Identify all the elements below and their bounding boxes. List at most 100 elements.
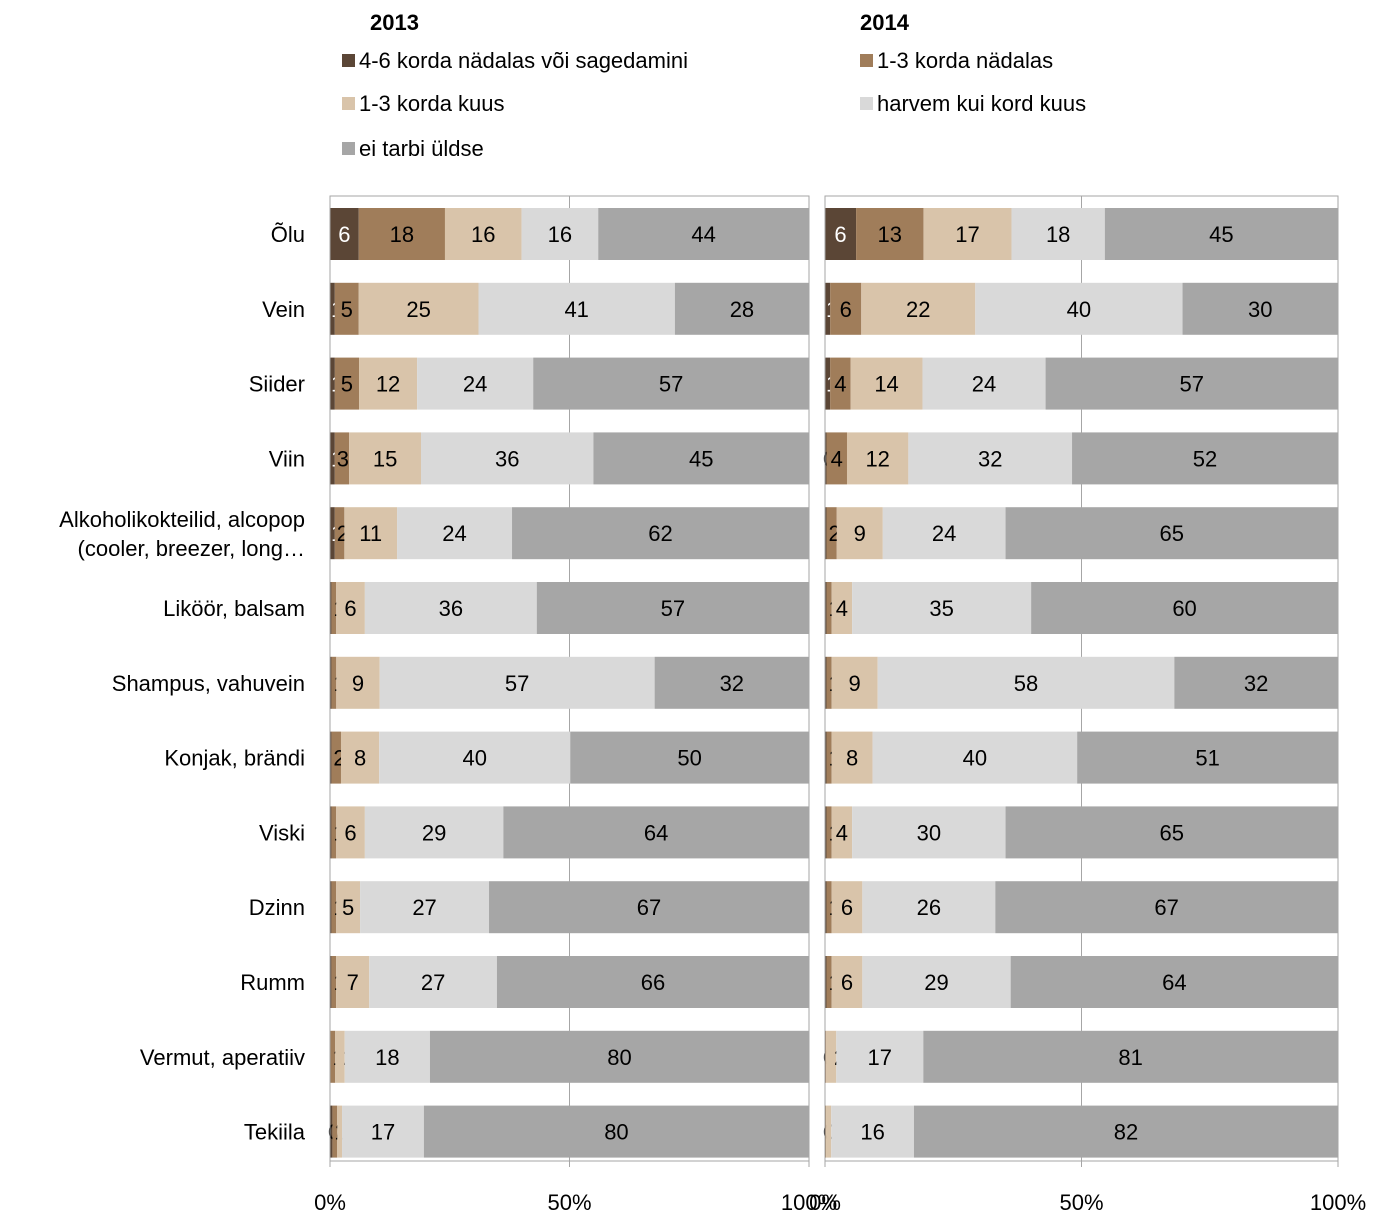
data-label-0-9-3: 27	[412, 895, 436, 920]
bar-0-3-4	[593, 432, 809, 485]
bar-0-7-2	[340, 731, 380, 784]
data-label-1-10-4: 64	[1162, 970, 1186, 995]
bar-0-10-3	[369, 956, 497, 1008]
bar-1-7-0	[825, 731, 827, 784]
bar-0-11-3	[344, 1030, 430, 1083]
data-label-1-12-3: 16	[860, 1120, 884, 1145]
data-label-1-1-4: 30	[1248, 297, 1272, 322]
bar-1-11-1	[825, 1030, 827, 1083]
x-tick-label-1-0: 0%	[809, 1190, 841, 1215]
data-label-0-9-2: 5	[342, 895, 354, 920]
legend-swatch-0	[342, 54, 355, 67]
data-label-1-3-3: 32	[978, 446, 1002, 471]
data-label-1-9-3: 26	[917, 895, 941, 920]
bar-1-5-3	[852, 582, 1032, 634]
bar-1-1-2	[861, 282, 976, 335]
bar-1-6-1	[826, 656, 832, 709]
panel-0: 6181616441525412815122457131536451211246…	[314, 195, 837, 1215]
bar-0-5-3	[364, 582, 537, 634]
legend-swatch-1	[860, 54, 873, 67]
legend-swatch-4	[342, 142, 355, 155]
bar-1-10-1	[826, 956, 832, 1008]
bar-1-2-2	[850, 357, 923, 410]
bar-0-9-2	[336, 881, 361, 934]
bar-1-6-0	[825, 656, 827, 709]
bar-1-11-3	[836, 1030, 924, 1083]
bar-1-8-0	[825, 806, 827, 859]
panel-titles: 2013 2014	[370, 10, 910, 35]
data-label-1-2-4: 57	[1180, 372, 1204, 397]
bar-0-4-0	[330, 507, 335, 560]
bar-1-2-4	[1045, 357, 1338, 410]
bar-0-10-0	[330, 956, 332, 1008]
data-label-1-2-1: 4	[834, 372, 846, 397]
data-label-1-6-3: 58	[1014, 671, 1038, 696]
bar-1-7-4	[1077, 731, 1338, 784]
bar-1-1-1	[830, 282, 862, 335]
data-label-0-11-4: 80	[607, 1045, 631, 1070]
data-label-0-10-2: 7	[347, 970, 359, 995]
bar-0-6-1	[331, 656, 337, 709]
data-label-0-0-1: 18	[390, 222, 414, 247]
bar-0-6-3	[379, 656, 655, 709]
bar-0-3-1	[334, 432, 350, 485]
bar-0-2-4	[533, 357, 809, 410]
panel-title-1: 2014	[860, 10, 910, 35]
bar-1-1-0	[825, 282, 831, 335]
category-label-6: Shampus, vahuvein	[112, 671, 305, 696]
bar-1-10-3	[862, 956, 1011, 1008]
data-label-1-1-1: 6	[840, 297, 852, 322]
legend-item-3: harvem kui kord kuus	[860, 91, 1086, 116]
bar-1-5-4	[1031, 582, 1338, 634]
legend: 4-6 korda nädalas või sagedamini 1-3 kord…	[342, 48, 1086, 161]
bar-1-6-2	[831, 656, 878, 709]
bar-1-5-1	[826, 582, 832, 634]
data-label-0-5-4: 57	[661, 596, 685, 621]
bar-0-8-4	[503, 806, 809, 859]
data-label-0-7-2: 8	[354, 746, 366, 771]
data-label-0-8-3: 29	[422, 820, 446, 845]
bar-1-12-3	[831, 1105, 914, 1158]
data-label-1-4-2: 9	[854, 521, 866, 546]
data-label-0-8-2: 6	[344, 820, 356, 845]
bar-0-8-1	[331, 806, 337, 859]
legend-label-3: harvem kui kord kuus	[877, 91, 1086, 116]
data-label-0-6-4: 32	[720, 671, 744, 696]
data-label-0-4-4: 62	[648, 521, 672, 546]
bar-0-7-0	[330, 731, 332, 784]
data-label-1-9-4: 67	[1154, 895, 1178, 920]
bar-0-6-4	[654, 656, 809, 709]
bar-1-3-1	[826, 432, 847, 485]
data-label-0-0-4: 44	[691, 222, 715, 247]
data-label-1-6-4: 32	[1244, 671, 1268, 696]
category-label-5: Liköör, balsam	[163, 596, 305, 621]
data-label-0-2-4: 57	[659, 372, 683, 397]
data-label-0-10-3: 27	[421, 970, 445, 995]
bar-0-0-4	[598, 208, 809, 260]
bar-0-3-0	[330, 432, 335, 485]
bar-1-4-4	[1005, 507, 1338, 560]
bar-1-0-3	[1011, 208, 1105, 260]
bar-0-7-1	[331, 731, 341, 784]
bar-1-7-2	[831, 731, 873, 784]
data-label-1-7-3: 40	[963, 746, 987, 771]
bar-1-0-0	[825, 208, 857, 260]
bar-0-6-2	[336, 656, 380, 709]
data-label-1-10-3: 29	[924, 970, 948, 995]
data-label-1-10-2: 6	[841, 970, 853, 995]
data-label-1-4-3: 24	[932, 521, 956, 546]
data-label-0-1-1: 5	[341, 297, 353, 322]
legend-label-2: 1-3 korda kuus	[359, 91, 505, 116]
bar-1-5-2	[831, 582, 853, 634]
legend-label-0: 4-6 korda nädalas või sagedamini	[359, 48, 688, 73]
data-label-0-2-1: 5	[341, 372, 353, 397]
bar-0-4-4	[512, 507, 809, 560]
data-label-1-0-2: 17	[955, 222, 979, 247]
bar-0-9-3	[360, 881, 490, 934]
bar-1-6-4	[1174, 656, 1338, 709]
bar-0-10-2	[336, 956, 370, 1008]
bar-1-9-3	[862, 881, 996, 934]
legend-item-0: 4-6 korda nädalas või sagedamini	[342, 48, 688, 73]
bar-0-9-4	[489, 881, 809, 934]
